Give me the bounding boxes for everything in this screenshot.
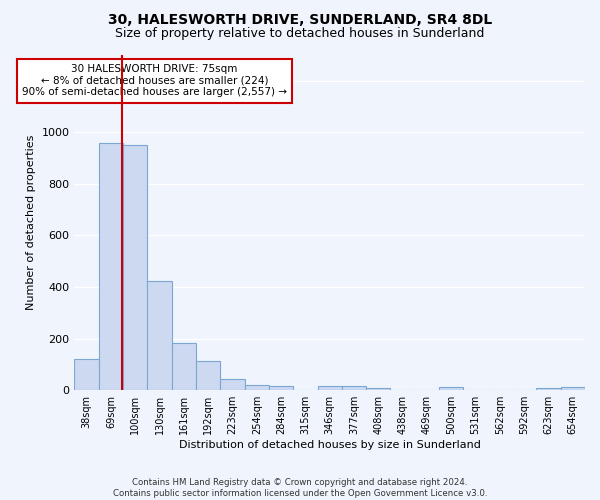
Text: Contains HM Land Registry data © Crown copyright and database right 2024.
Contai: Contains HM Land Registry data © Crown c… bbox=[113, 478, 487, 498]
Bar bbox=[172, 342, 196, 390]
Bar bbox=[317, 386, 342, 390]
Text: Size of property relative to detached houses in Sunderland: Size of property relative to detached ho… bbox=[115, 28, 485, 40]
Bar bbox=[74, 360, 99, 390]
Bar bbox=[439, 388, 463, 390]
Bar bbox=[560, 388, 585, 390]
Bar bbox=[123, 145, 148, 390]
Y-axis label: Number of detached properties: Number of detached properties bbox=[26, 135, 36, 310]
X-axis label: Distribution of detached houses by size in Sunderland: Distribution of detached houses by size … bbox=[179, 440, 481, 450]
Text: 30, HALESWORTH DRIVE, SUNDERLAND, SR4 8DL: 30, HALESWORTH DRIVE, SUNDERLAND, SR4 8D… bbox=[108, 12, 492, 26]
Bar bbox=[245, 385, 269, 390]
Bar bbox=[220, 378, 245, 390]
Bar bbox=[536, 388, 560, 390]
Bar bbox=[269, 386, 293, 390]
Bar bbox=[366, 388, 391, 390]
Bar bbox=[342, 386, 366, 390]
Text: 30 HALESWORTH DRIVE: 75sqm
← 8% of detached houses are smaller (224)
90% of semi: 30 HALESWORTH DRIVE: 75sqm ← 8% of detac… bbox=[22, 64, 287, 98]
Bar bbox=[99, 142, 123, 390]
Bar bbox=[148, 280, 172, 390]
Bar bbox=[196, 360, 220, 390]
